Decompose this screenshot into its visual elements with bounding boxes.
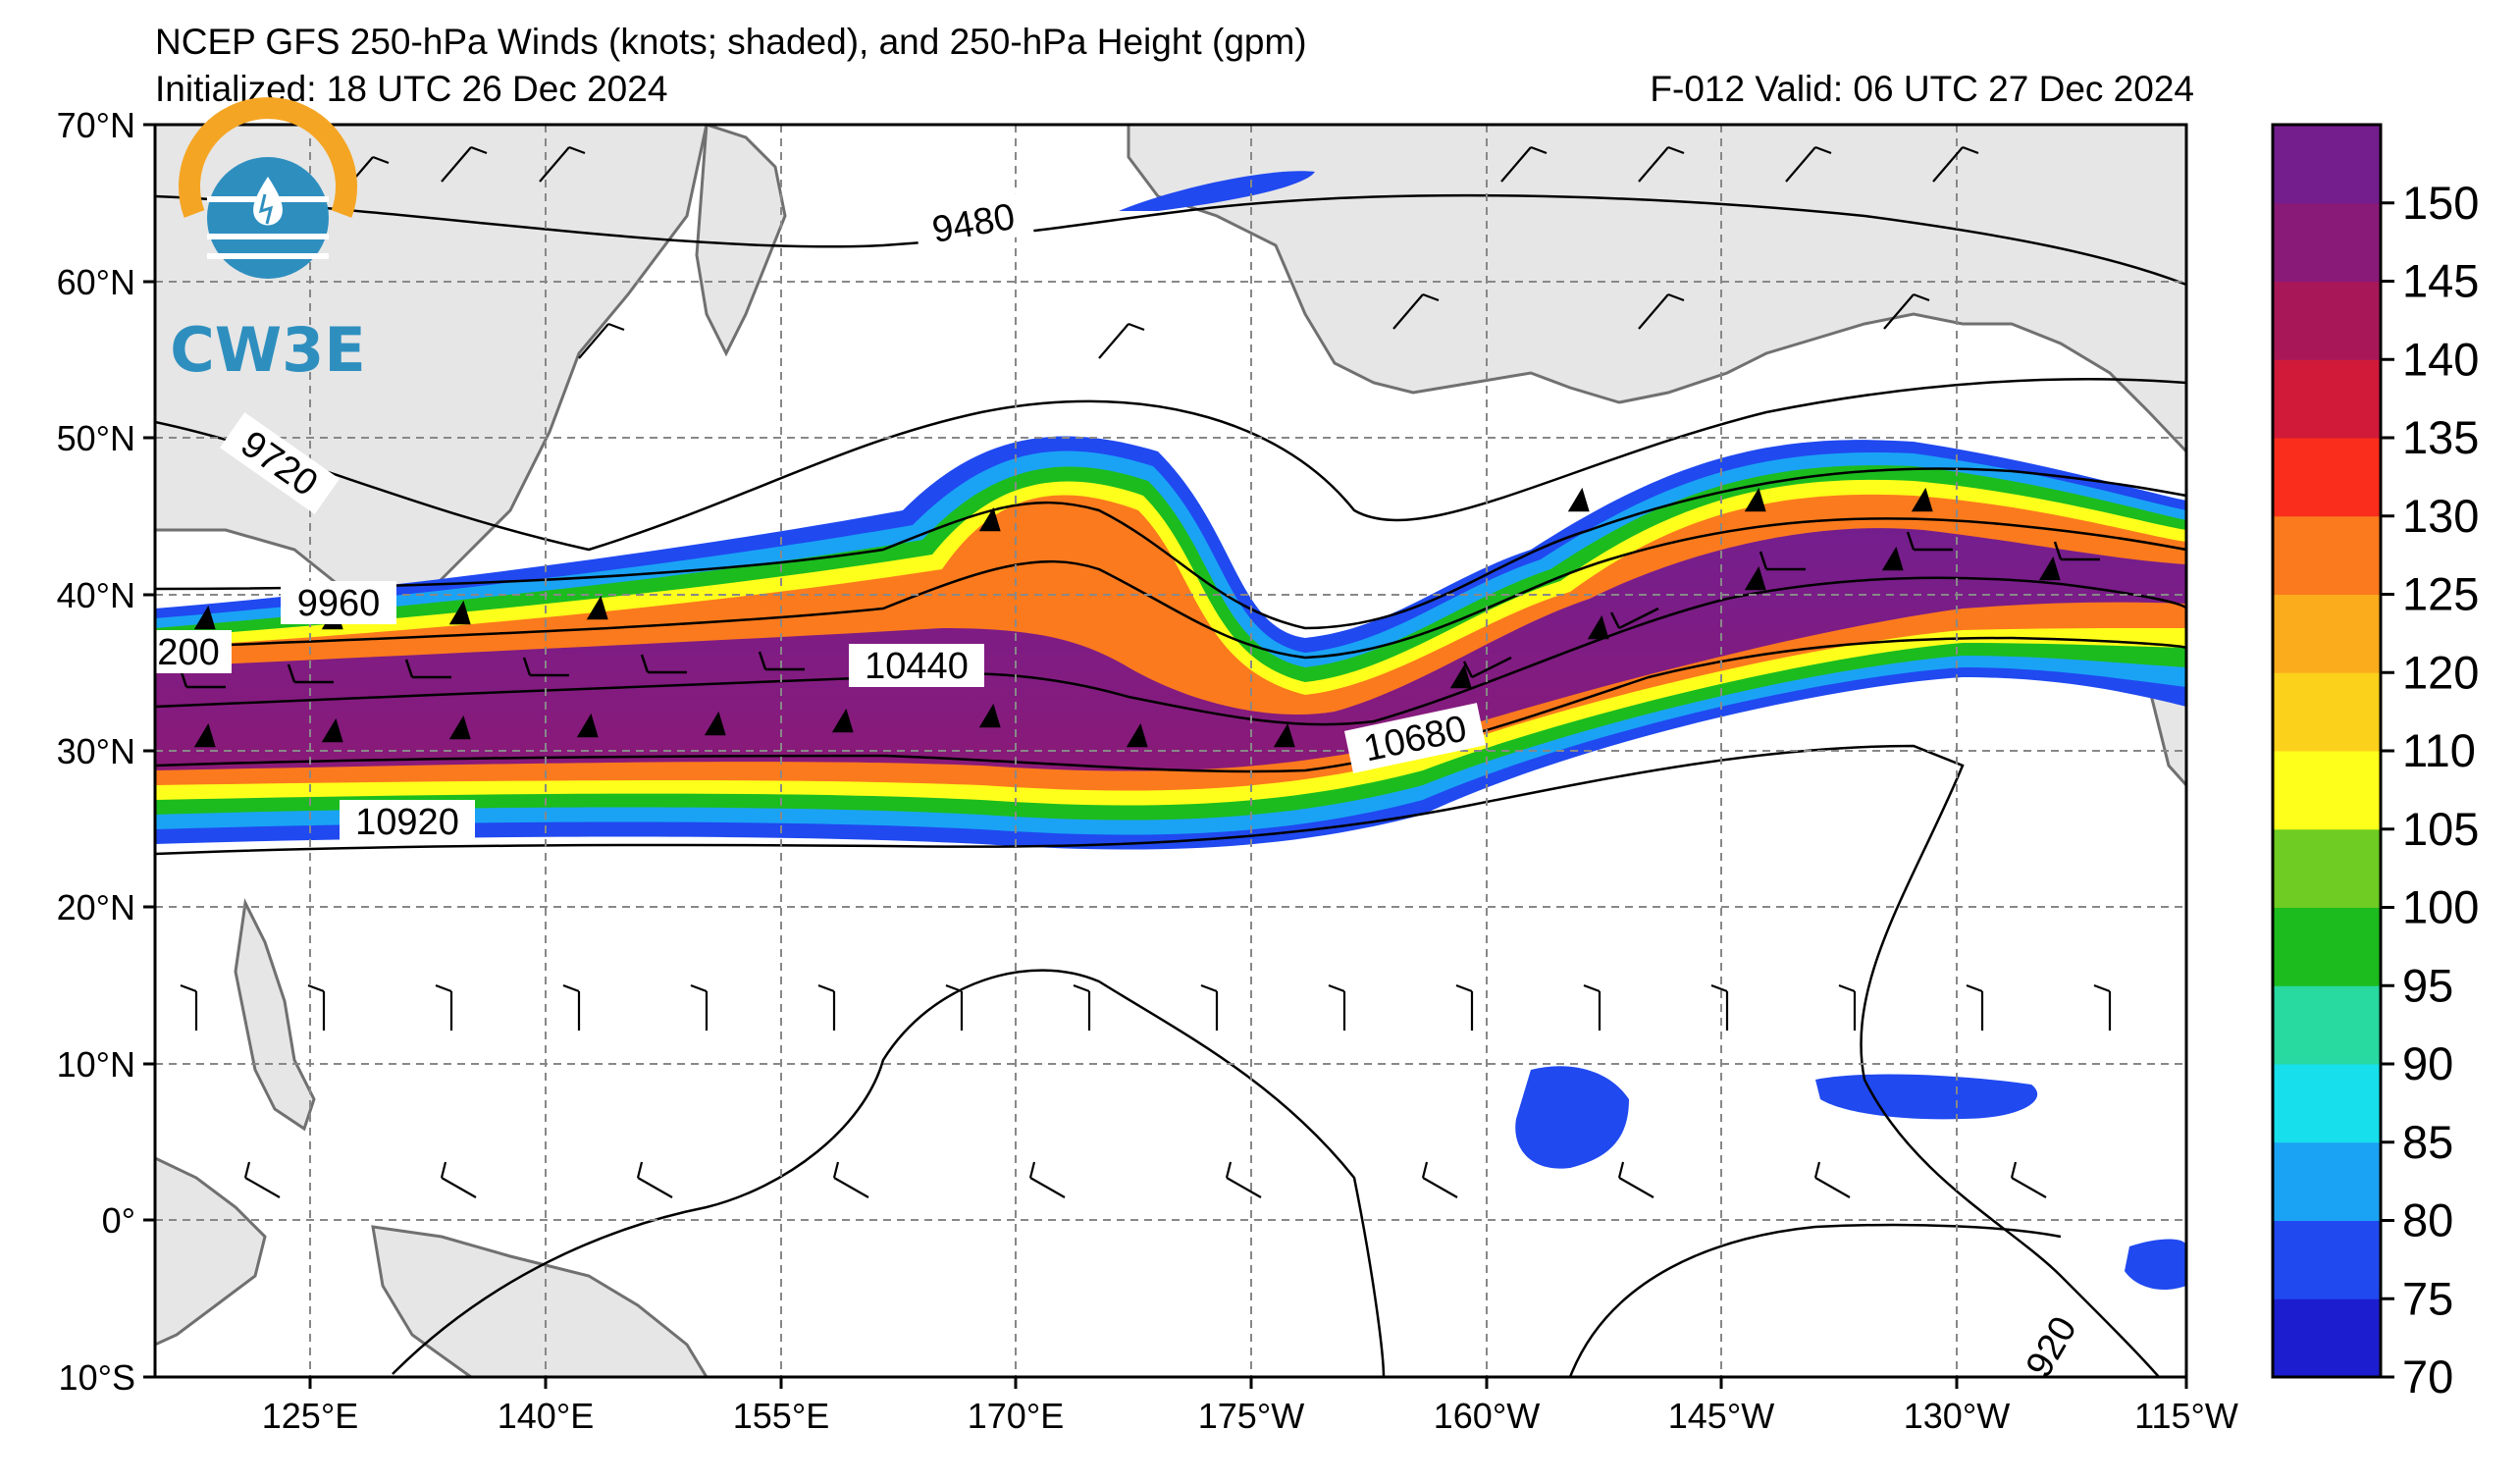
wind-barb-row-south (180, 983, 2112, 1198)
colorbar-tick-label: 70 (2402, 1351, 2453, 1403)
colorbar-swatch (2273, 907, 2381, 986)
contour-10200 (155, 517, 2186, 660)
colorbar-tick-label: 110 (2402, 724, 2476, 776)
colorbar: 70 75 80 85 90 95 100 105 110 120 125 130 135 140 145 1… (2271, 123, 2479, 1403)
lat-axis (143, 123, 155, 1379)
colorbar-swatch (2273, 281, 2381, 360)
kamchatka-blob (1119, 171, 1315, 211)
colorbar-tick-label: 140 (2402, 333, 2479, 385)
contour-10440 (155, 576, 2186, 726)
wind-barb-row-north (342, 145, 1979, 359)
wind-barbs (179, 145, 2112, 1198)
colorbar-tick-label: 135 (2402, 411, 2479, 463)
contour-label-10440: 10440 (849, 644, 984, 687)
lat-label: 10°S (59, 1357, 135, 1398)
contour-10680 (155, 636, 2186, 773)
colorbar-swatch (2273, 672, 2381, 752)
water-drop-icon (253, 177, 283, 226)
new-guinea-land (371, 1225, 709, 1377)
lat-label: 30°N (57, 731, 135, 771)
contour-label-200: 200 (155, 630, 232, 673)
contour-tropical (392, 969, 1386, 1377)
colorbar-swatch (2273, 125, 2381, 204)
lon-label: 175°W (1198, 1396, 1304, 1436)
valid-time: F-012 Valid: 06 UTC 27 Dec 2024 (1650, 69, 2194, 109)
contour-10920 (155, 744, 2160, 1377)
svg-text:200: 200 (157, 632, 219, 673)
wind-shading (155, 171, 2186, 1291)
lat-label: 0° (102, 1200, 135, 1241)
svg-text:10920: 10920 (355, 802, 459, 843)
lon-label: 160°W (1434, 1396, 1540, 1436)
lon-label: 115°W (2134, 1396, 2238, 1436)
indonesia-land (155, 1156, 267, 1347)
colorbar-tick-label: 100 (2402, 881, 2479, 933)
chart-title: NCEP GFS 250-hPa Winds (knots; shaded), … (155, 22, 1307, 62)
colorbar-swatch (2273, 1220, 2381, 1299)
colorbar-tick-label: 85 (2402, 1116, 2453, 1168)
contour-9960 (155, 467, 2186, 630)
contour-tropical-2 (1568, 1223, 2062, 1377)
colorbar-swatches (2273, 125, 2381, 1378)
colorbar-swatch (2273, 438, 2381, 517)
colorbar-ticks: 70 75 80 85 90 95 100 105 110 120 125 130 135 140 145 1… (2381, 177, 2479, 1403)
colorbar-tick-label: 130 (2402, 490, 2479, 542)
colorbar-swatch (2273, 1141, 2381, 1221)
colorbar-tick-label: 150 (2402, 177, 2479, 229)
colorbar-swatch (2273, 359, 2381, 439)
tropical-blob-1 (1515, 1066, 1629, 1169)
logo-text: CW3E (170, 314, 365, 386)
lat-label: 60°N (57, 262, 135, 302)
colorbar-tick-label: 105 (2402, 803, 2479, 855)
svg-text:10440: 10440 (865, 646, 969, 687)
lon-label: 140°E (498, 1396, 594, 1436)
contour-label-9960: 9960 (281, 581, 396, 624)
contour-label-9480: 9480 (913, 191, 1034, 254)
colorbar-swatch (2273, 515, 2381, 595)
colorbar-tick-label: 145 (2402, 255, 2479, 307)
kamchatka-land (695, 125, 787, 357)
colorbar-tick-label: 90 (2402, 1037, 2453, 1089)
colorbar-tick-label: 95 (2402, 959, 2453, 1011)
lon-label: 130°W (1904, 1396, 2010, 1436)
logo-arc (179, 97, 357, 218)
svg-text:9960: 9960 (297, 583, 381, 624)
height-contours (155, 193, 2186, 1377)
lat-labels: 70°N 60°N 50°N 40°N 30°N 20°N 10°N 0° 10… (57, 105, 135, 1398)
lon-label: 145°W (1668, 1396, 1774, 1436)
lon-labels: 125°E 140°E 155°E 170°E 175°W 160°W 145°… (262, 1396, 2238, 1436)
graticule (155, 125, 2186, 1377)
tropical-blob-2 (1815, 1074, 2038, 1120)
colorbar-swatch (2273, 828, 2381, 908)
cw3e-logo: CW3E (170, 97, 366, 386)
lon-label: 155°E (733, 1396, 829, 1436)
lat-label: 40°N (57, 575, 135, 615)
contour-9480 (155, 193, 2186, 287)
contour-label-10920: 10920 (340, 800, 475, 843)
colorbar-tick-label: 125 (2402, 568, 2479, 620)
colorbar-swatch (2273, 1064, 2381, 1143)
colorbar-swatch (2273, 751, 2381, 830)
philippines-land (234, 898, 316, 1132)
lon-label: 170°E (968, 1396, 1064, 1436)
wind-barb-pennants (193, 487, 2061, 748)
lat-label: 50°N (57, 418, 135, 458)
lat-label: 10°N (57, 1044, 135, 1085)
colorbar-swatch (2273, 1298, 2381, 1378)
colorbar-tick-label: 75 (2402, 1272, 2453, 1324)
colorbar-swatch (2273, 594, 2381, 673)
colorbar-tick-label: 120 (2402, 646, 2479, 698)
jet-core-150 (155, 528, 2186, 771)
lon-label: 125°E (262, 1396, 358, 1436)
contour-9720 (155, 378, 2186, 552)
lat-label: 70°N (57, 105, 135, 145)
lat-label: 20°N (57, 887, 135, 927)
colorbar-swatch (2273, 202, 2381, 282)
lon-axis (308, 1377, 2188, 1389)
colorbar-tick-label: 80 (2402, 1194, 2453, 1246)
alaska-land (1127, 125, 2186, 454)
tropical-blob-3 (2125, 1239, 2186, 1291)
colorbar-swatch (2273, 985, 2381, 1065)
